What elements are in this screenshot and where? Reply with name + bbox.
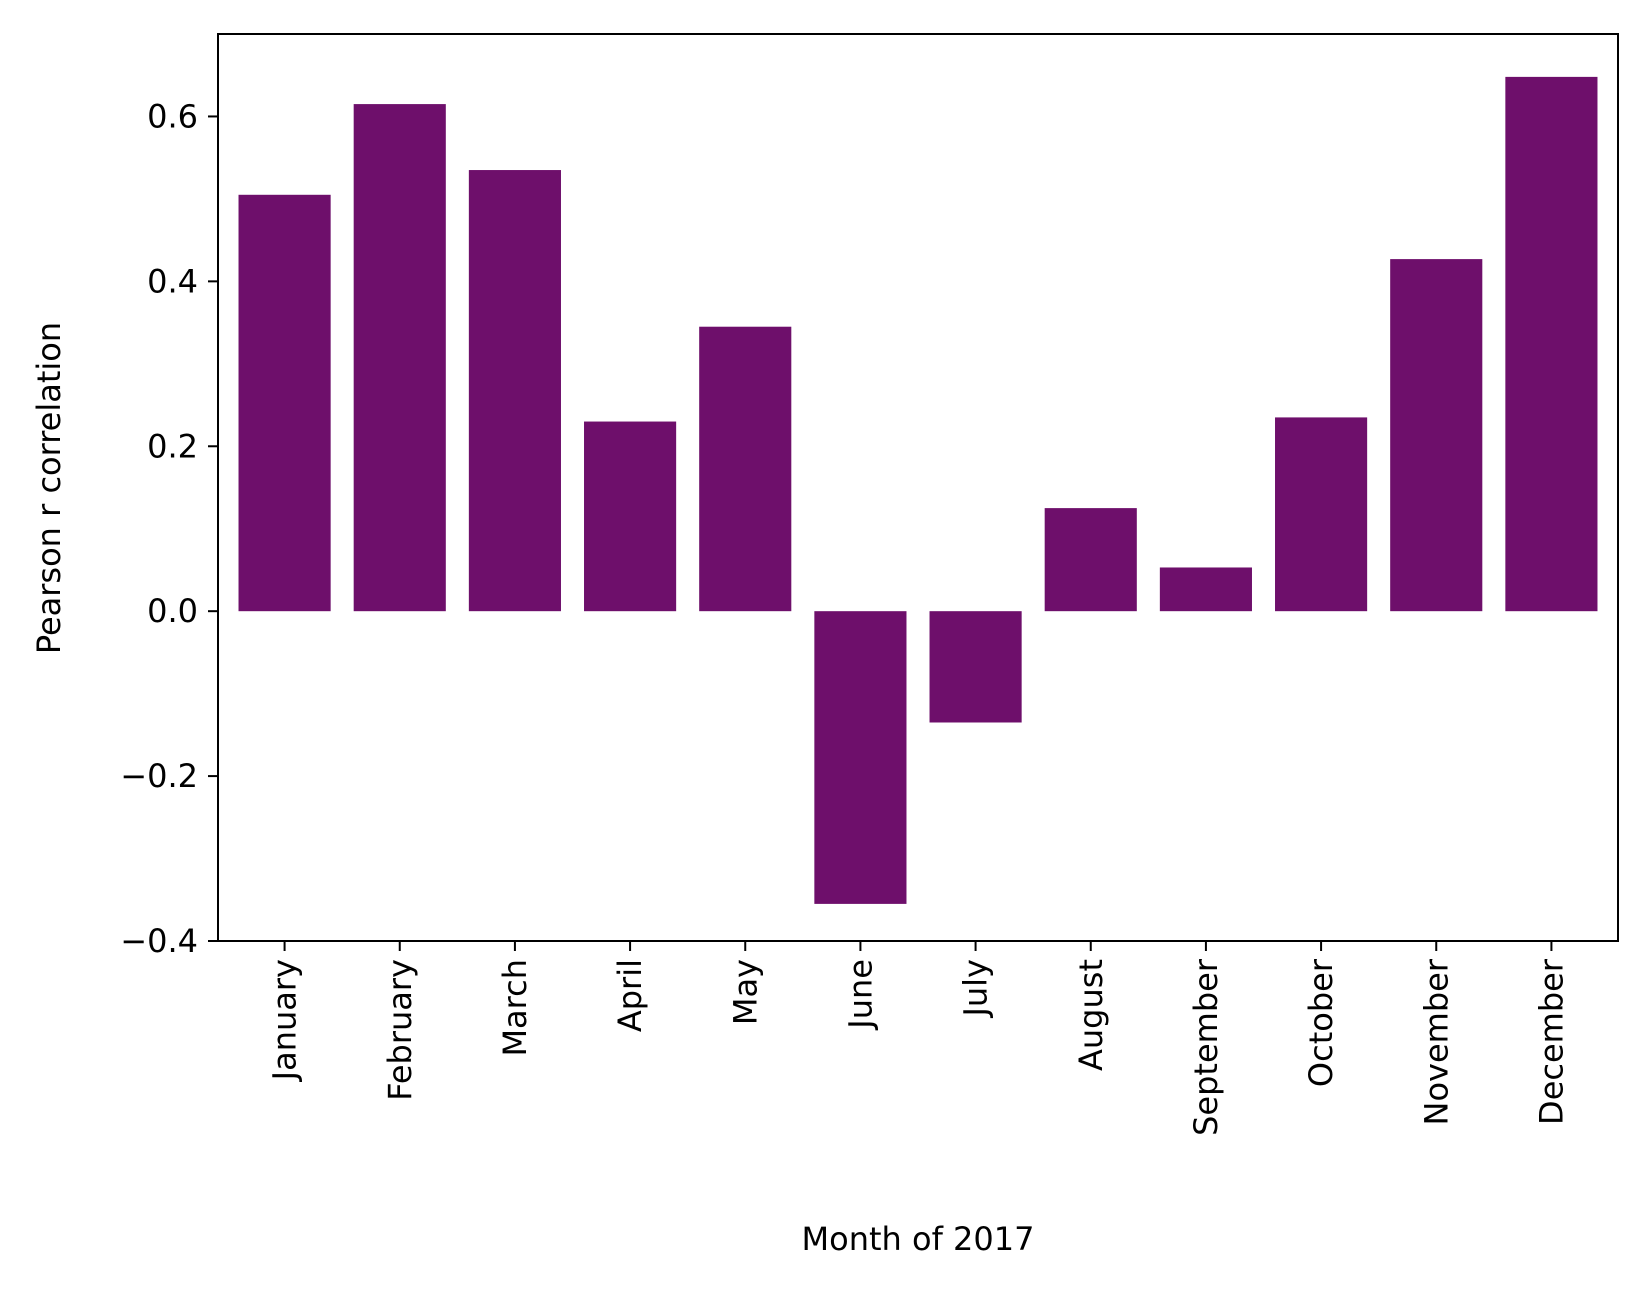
x-tick-label: October bbox=[1302, 958, 1340, 1087]
y-tick-label: −0.4 bbox=[120, 922, 198, 960]
x-tick-label: April bbox=[611, 959, 649, 1032]
bar-march bbox=[468, 170, 561, 612]
x-tick-label: September bbox=[1187, 958, 1225, 1136]
x-axis: January February March April May June July Augu… bbox=[266, 941, 1570, 1136]
bar-september bbox=[1159, 567, 1252, 612]
x-axis-label: Month of 2017 bbox=[802, 1220, 1035, 1258]
y-tick-label: 0.6 bbox=[147, 97, 198, 135]
bar-june bbox=[814, 611, 907, 904]
y-axis-label: Pearson r correlation bbox=[30, 322, 68, 654]
plot-frame bbox=[217, 33, 1619, 942]
bars-layer bbox=[238, 76, 1598, 904]
x-tick-label: May bbox=[726, 959, 764, 1025]
x-tick-label: December bbox=[1532, 958, 1570, 1125]
x-tick-label: February bbox=[381, 959, 419, 1101]
x-tick-label: November bbox=[1417, 958, 1455, 1125]
y-tick-label: 0.2 bbox=[147, 427, 198, 465]
bar-april bbox=[584, 421, 677, 612]
bar-january bbox=[238, 194, 331, 612]
y-tick-label: 0.4 bbox=[147, 262, 198, 300]
x-tick-label: August bbox=[1072, 959, 1110, 1071]
bar-october bbox=[1275, 417, 1368, 612]
x-tick-label: July bbox=[957, 959, 995, 1019]
bar-february bbox=[353, 104, 446, 612]
y-axis: −0.4 −0.2 0.0 0.2 0.4 0.6 bbox=[120, 97, 218, 960]
y-tick-label: 0.0 bbox=[147, 592, 198, 630]
x-tick-label: March bbox=[496, 959, 534, 1057]
bar-november bbox=[1390, 259, 1483, 612]
bar-may bbox=[699, 326, 792, 612]
bar-august bbox=[1044, 508, 1137, 612]
bar-december bbox=[1505, 76, 1598, 612]
x-tick-label: January bbox=[266, 959, 304, 1082]
x-tick-label: June bbox=[841, 959, 879, 1031]
bar-july bbox=[929, 611, 1022, 723]
y-tick-label: −0.2 bbox=[120, 757, 198, 795]
